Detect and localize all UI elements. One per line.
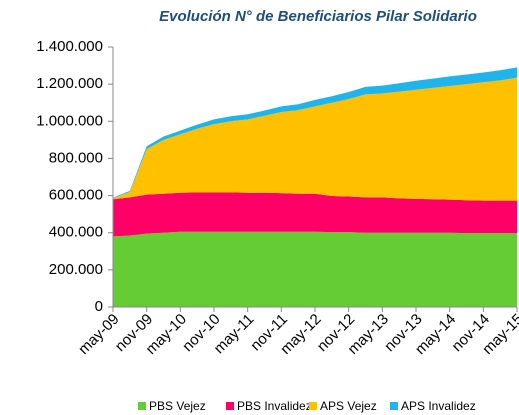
y-tick-label: 0 [95, 298, 103, 315]
legend-swatch [138, 402, 146, 410]
area [113, 231, 517, 307]
legend-swatch [309, 402, 317, 410]
legend-label: PBS Vejez [149, 399, 206, 413]
area [113, 67, 517, 199]
chart-title: Evolución N° de Beneficiarios Pilar Soli… [159, 8, 477, 25]
legend-label: APS Invalidez [401, 399, 476, 413]
legend-label: PBS Invalidez [237, 399, 312, 413]
legend-label: APS Vejez [320, 399, 377, 413]
legend-swatch [390, 402, 398, 410]
y-tick-label: 200.000 [49, 261, 103, 278]
area [113, 77, 517, 201]
y-tick-label: 1.000.000 [36, 112, 103, 129]
y-tick-label: 1.400.000 [36, 38, 103, 55]
y-tick-label: 600.000 [49, 187, 103, 204]
x-tick-label: may-09 [75, 311, 122, 358]
y-tick-label: 400.000 [49, 224, 103, 241]
area [113, 192, 517, 237]
y-tick-label: 1.200.000 [36, 75, 103, 92]
legend-swatch [226, 402, 234, 410]
y-tick-label: 800.000 [49, 149, 103, 166]
